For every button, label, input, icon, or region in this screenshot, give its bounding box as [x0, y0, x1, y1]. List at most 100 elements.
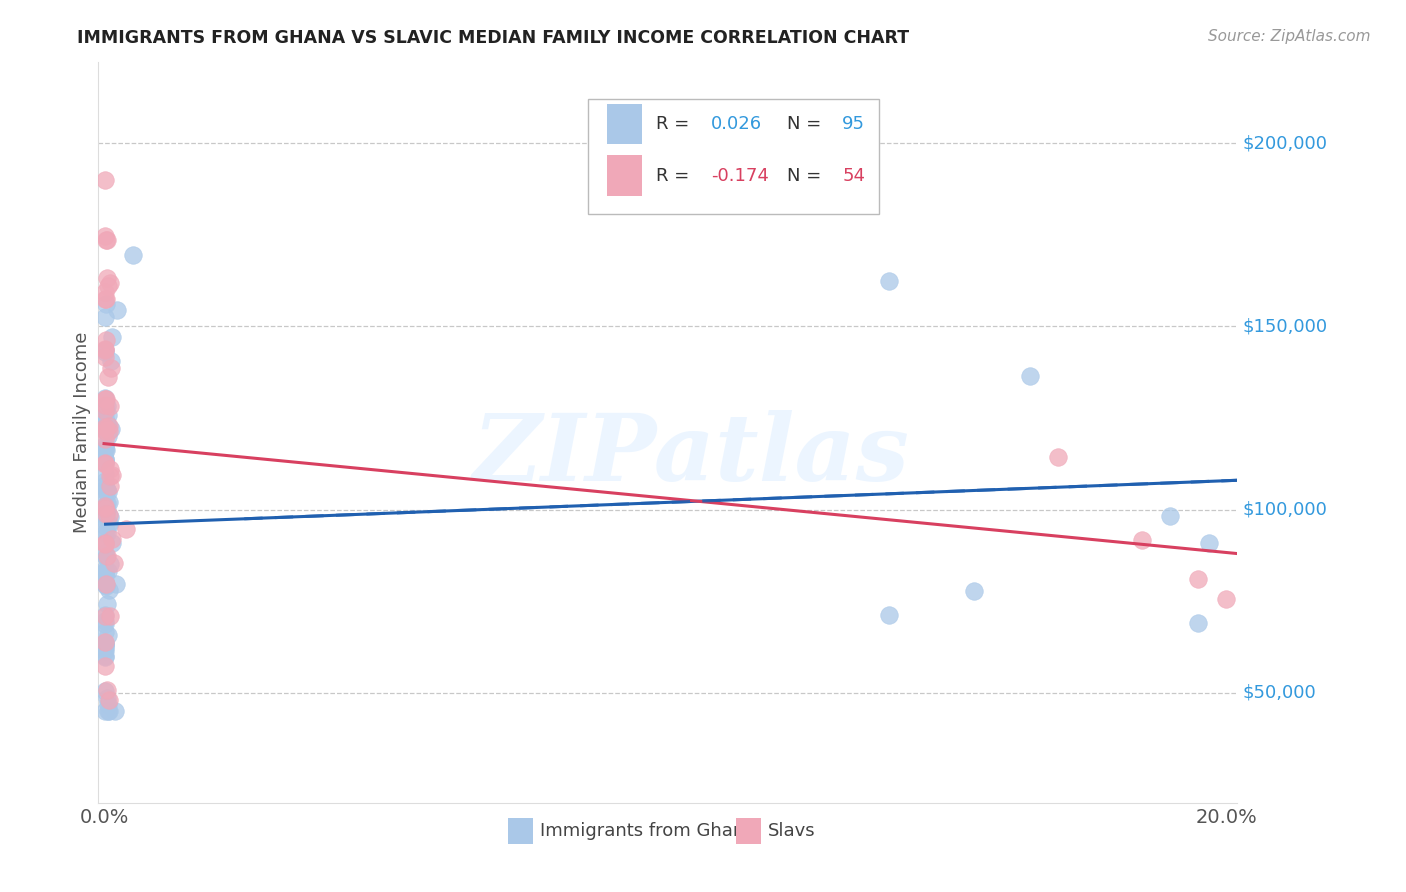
- Point: [100, 536, 122, 550]
- Point: [98, 508, 121, 522]
- Text: R =: R =: [657, 115, 696, 133]
- Y-axis label: Median Family Income: Median Family Income: [73, 332, 91, 533]
- Point: [93, 467, 115, 481]
- Point: [93, 536, 115, 550]
- Point: [104, 577, 127, 591]
- Point: [94, 607, 117, 622]
- Point: [96, 576, 118, 591]
- Text: -0.174: -0.174: [711, 167, 769, 185]
- Point: [93, 567, 115, 582]
- Point: [94, 501, 117, 516]
- Point: [98, 399, 121, 413]
- Point: [93, 614, 115, 628]
- Point: [96, 598, 118, 612]
- Point: [93, 495, 115, 509]
- Point: [97, 370, 120, 384]
- Point: [100, 361, 122, 376]
- Point: [104, 704, 127, 718]
- Point: [96, 417, 118, 432]
- Point: [94, 233, 117, 247]
- Point: [93, 228, 115, 243]
- Point: [93, 609, 115, 624]
- Point: [93, 637, 115, 651]
- Point: [93, 442, 115, 457]
- Point: [1187, 572, 1209, 586]
- Point: [96, 579, 118, 593]
- Text: IMMIGRANTS FROM GHANA VS SLAVIC MEDIAN FAMILY INCOME CORRELATION CHART: IMMIGRANTS FROM GHANA VS SLAVIC MEDIAN F…: [77, 29, 910, 46]
- Point: [94, 442, 117, 457]
- Point: [93, 424, 115, 438]
- Point: [97, 704, 120, 718]
- Point: [93, 398, 115, 412]
- Point: [1215, 592, 1237, 607]
- Point: [97, 516, 120, 530]
- Text: 0.026: 0.026: [711, 115, 762, 133]
- Point: [96, 233, 118, 247]
- Point: [1046, 450, 1069, 464]
- Point: [93, 416, 115, 430]
- Point: [94, 421, 117, 435]
- Point: [96, 690, 118, 705]
- Point: [93, 441, 115, 455]
- Point: [93, 292, 115, 306]
- Point: [93, 536, 115, 550]
- Point: [93, 574, 115, 588]
- Point: [97, 278, 120, 293]
- Point: [94, 297, 117, 311]
- Point: [93, 617, 115, 632]
- Point: [93, 455, 115, 469]
- Point: [100, 533, 122, 547]
- Point: [93, 704, 115, 718]
- Point: [96, 549, 118, 563]
- Point: [93, 478, 115, 492]
- Point: [94, 456, 117, 470]
- Point: [1187, 615, 1209, 630]
- Point: [1159, 508, 1181, 523]
- Point: [93, 482, 115, 496]
- Point: [100, 479, 122, 493]
- Text: $50,000: $50,000: [1243, 684, 1317, 702]
- Point: [96, 503, 118, 517]
- Point: [93, 502, 115, 516]
- Point: [97, 518, 120, 533]
- Point: [98, 469, 121, 483]
- Point: [94, 475, 117, 489]
- Point: [93, 343, 115, 358]
- Point: [103, 556, 125, 570]
- Point: [105, 302, 128, 317]
- Point: [93, 565, 115, 579]
- Point: [1018, 369, 1040, 384]
- Point: [94, 644, 117, 658]
- Text: N =: N =: [787, 115, 827, 133]
- Point: [100, 422, 122, 436]
- Text: 54: 54: [842, 167, 865, 185]
- Point: [93, 519, 115, 533]
- Point: [93, 350, 115, 364]
- Text: R =: R =: [657, 167, 696, 185]
- Point: [100, 609, 122, 624]
- Point: [93, 342, 115, 356]
- Point: [96, 392, 118, 407]
- Point: [94, 640, 117, 655]
- Point: [96, 292, 118, 306]
- Point: [93, 508, 115, 523]
- Point: [94, 577, 117, 591]
- Point: [93, 648, 115, 663]
- Point: [122, 248, 145, 262]
- Point: [93, 635, 115, 649]
- Point: [93, 567, 115, 582]
- Point: [94, 516, 117, 530]
- Point: [98, 557, 121, 571]
- Bar: [737, 818, 761, 844]
- Point: [96, 270, 118, 285]
- Point: [94, 578, 117, 592]
- Text: $100,000: $100,000: [1243, 500, 1327, 518]
- Point: [100, 276, 122, 290]
- Point: [101, 329, 124, 343]
- Point: [96, 429, 118, 443]
- Point: [97, 408, 120, 422]
- Text: Slavs: Slavs: [768, 822, 815, 840]
- Text: $200,000: $200,000: [1243, 134, 1329, 152]
- Point: [100, 353, 122, 368]
- Point: [1130, 533, 1153, 547]
